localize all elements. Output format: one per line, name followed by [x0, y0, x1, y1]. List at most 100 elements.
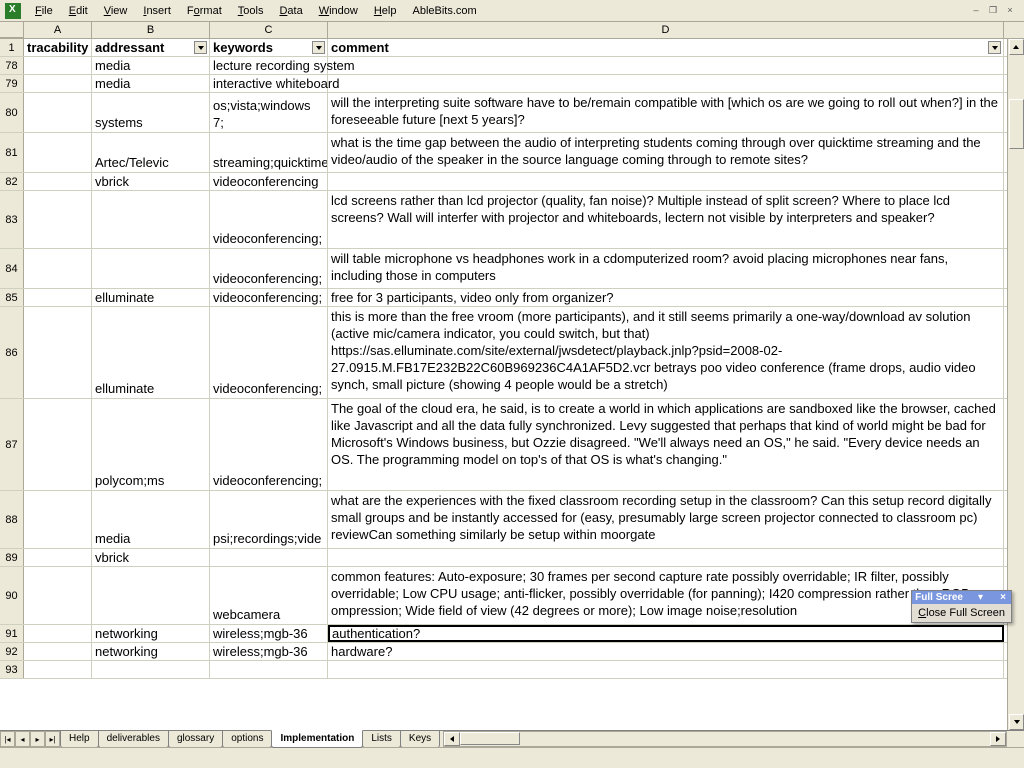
scroll-up-button[interactable] [1009, 39, 1024, 55]
minimize-button[interactable]: – [968, 4, 984, 18]
col-header-C[interactable]: C [210, 22, 328, 38]
cell[interactable] [24, 399, 92, 490]
cell[interactable]: what are the experiences with the fixed … [328, 491, 1004, 548]
menu-insert[interactable]: Insert [135, 3, 179, 19]
sheet-tab-help[interactable]: Help [60, 731, 99, 748]
row-header[interactable]: 89 [0, 549, 24, 566]
cell[interactable]: lcd screens rather than lcd projector (q… [328, 191, 1004, 248]
row-header[interactable]: 92 [0, 643, 24, 660]
cell[interactable] [328, 57, 1004, 74]
tab-first-button[interactable]: |◂ [0, 731, 15, 747]
col-header-B[interactable]: B [92, 22, 210, 38]
filter-arrow-icon[interactable] [194, 41, 207, 54]
full-screen-toolbar[interactable]: Full Scree ▾ × Close Full Screen [911, 590, 1012, 623]
row-header[interactable]: 93 [0, 661, 24, 678]
cell[interactable] [24, 643, 92, 660]
cell[interactable] [24, 491, 92, 548]
row-header[interactable]: 83 [0, 191, 24, 248]
row-header[interactable]: 82 [0, 173, 24, 190]
cell[interactable]: vbrick [92, 173, 210, 190]
menu-window[interactable]: Window [311, 3, 366, 19]
tab-last-button[interactable]: ▸| [45, 731, 60, 747]
cell[interactable]: elluminate [92, 307, 210, 398]
cell[interactable]: wireless;mgb-36 [210, 625, 328, 642]
row-header[interactable]: 80 [0, 93, 24, 132]
cell[interactable]: authentication? [328, 625, 1004, 642]
tab-next-button[interactable]: ▸ [30, 731, 45, 747]
row-header[interactable]: 86 [0, 307, 24, 398]
menu-data[interactable]: Data [271, 3, 310, 19]
cell[interactable] [92, 661, 210, 678]
cell[interactable]: interactive whiteboard [210, 75, 328, 92]
cell[interactable]: videoconferencing; [210, 191, 328, 248]
cell[interactable]: common features: Auto-exposure; 30 frame… [328, 567, 1004, 624]
close-button[interactable]: × [1002, 4, 1018, 18]
row-header[interactable]: 87 [0, 399, 24, 490]
cell[interactable] [328, 75, 1004, 92]
row-header[interactable]: 90 [0, 567, 24, 624]
header-keywords[interactable]: keywords [210, 39, 328, 56]
horizontal-scrollbar[interactable] [443, 731, 1007, 747]
toolbar-titlebar[interactable]: Full Scree ▾ × [912, 591, 1011, 604]
cell[interactable] [24, 133, 92, 172]
cell[interactable]: Artec/Televic [92, 133, 210, 172]
cell[interactable]: os;vista;windows 7; [210, 93, 328, 132]
cell[interactable] [92, 249, 210, 288]
cell[interactable] [328, 661, 1004, 678]
sheet-tab-keys[interactable]: Keys [400, 731, 440, 748]
cell[interactable] [24, 191, 92, 248]
cell[interactable] [24, 57, 92, 74]
cell[interactable]: videoconferencing; [210, 289, 328, 306]
cell[interactable] [24, 93, 92, 132]
toolbar-dropdown-icon[interactable]: ▾ [978, 592, 983, 603]
cell[interactable]: psi;recordings;vide [210, 491, 328, 548]
menu-tools[interactable]: Tools [230, 3, 272, 19]
cell[interactable] [24, 249, 92, 288]
scroll-left-button[interactable] [444, 732, 460, 746]
cell[interactable] [24, 625, 92, 642]
menu-format[interactable]: Format [179, 3, 230, 19]
cell[interactable]: media [92, 57, 210, 74]
cell[interactable]: webcamera [210, 567, 328, 624]
cell[interactable] [24, 661, 92, 678]
menu-edit[interactable]: Edit [61, 3, 96, 19]
menu-view[interactable]: View [96, 3, 136, 19]
cell[interactable]: systems [92, 93, 210, 132]
scroll-down-button[interactable] [1009, 714, 1024, 730]
vertical-scrollbar[interactable] [1007, 39, 1024, 730]
col-header-D[interactable]: D [328, 22, 1004, 38]
col-header-A[interactable]: A [24, 22, 92, 38]
cell[interactable]: elluminate [92, 289, 210, 306]
sheet-tab-implementation[interactable]: Implementation [271, 730, 363, 748]
tab-prev-button[interactable]: ◂ [15, 731, 30, 747]
restore-button[interactable]: ❐ [985, 4, 1001, 18]
close-full-screen-button[interactable]: Close Full Screen [912, 604, 1011, 622]
cell[interactable] [24, 173, 92, 190]
cell[interactable]: vbrick [92, 549, 210, 566]
cell[interactable]: The goal of the cloud era, he said, is t… [328, 399, 1004, 490]
cell[interactable] [24, 289, 92, 306]
row-header-1[interactable]: 1 [0, 39, 24, 56]
cell[interactable] [210, 549, 328, 566]
row-header[interactable]: 79 [0, 75, 24, 92]
cell[interactable]: wireless;mgb-36 [210, 643, 328, 660]
toolbar-close-icon[interactable]: × [998, 592, 1008, 603]
header-tracability[interactable]: tracability [24, 39, 92, 56]
cell[interactable]: videoconferencing; [210, 307, 328, 398]
cell[interactable]: lecture recording system [210, 57, 328, 74]
cell[interactable] [24, 75, 92, 92]
row-header[interactable]: 84 [0, 249, 24, 288]
cell[interactable] [328, 173, 1004, 190]
cell[interactable]: media [92, 491, 210, 548]
scroll-right-button[interactable] [990, 732, 1006, 746]
cell[interactable]: networking [92, 625, 210, 642]
cell[interactable]: media [92, 75, 210, 92]
cell[interactable] [92, 567, 210, 624]
cell[interactable] [328, 549, 1004, 566]
cell[interactable] [210, 661, 328, 678]
menu-help[interactable]: Help [366, 3, 405, 19]
sheet-tab-options[interactable]: options [222, 731, 272, 748]
row-header[interactable]: 91 [0, 625, 24, 642]
cell[interactable]: streaming;quicktime [210, 133, 328, 172]
cell[interactable]: will the interpreting suite software hav… [328, 93, 1004, 132]
